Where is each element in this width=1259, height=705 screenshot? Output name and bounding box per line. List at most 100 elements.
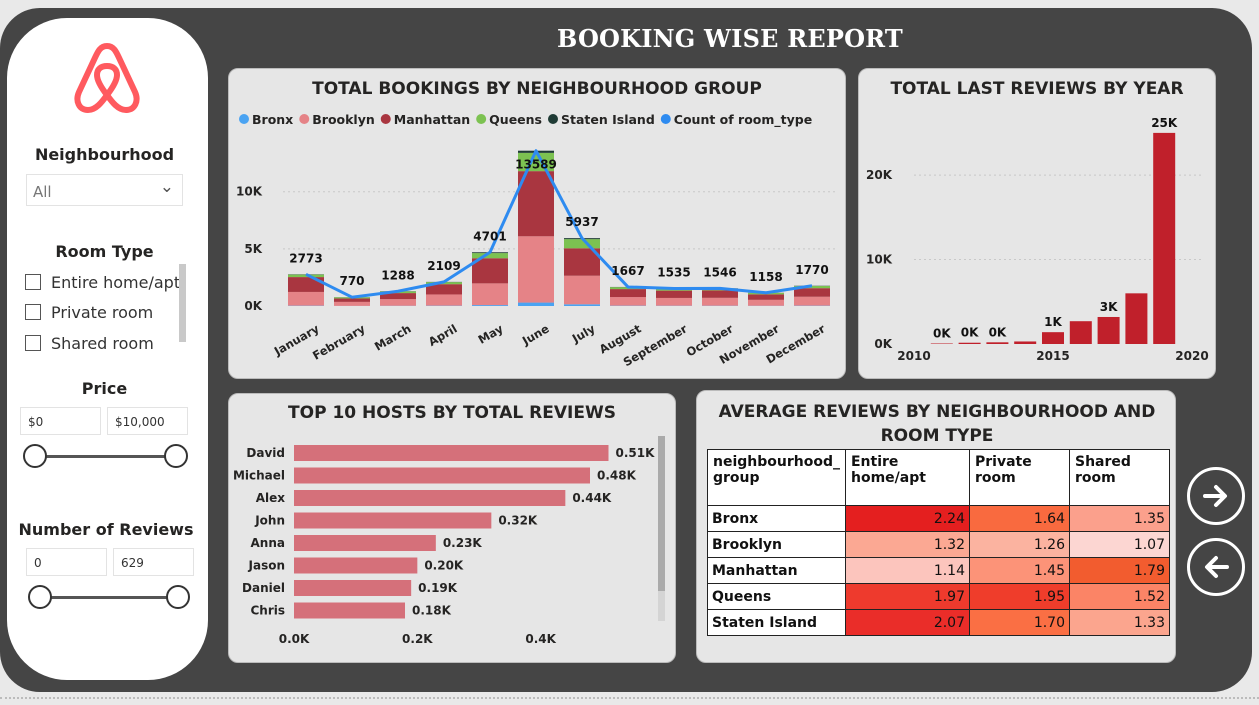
checkbox[interactable] xyxy=(25,274,41,290)
room-type-option-label: Private room xyxy=(51,302,154,322)
matrix-row: Brooklyn 1.32 1.26 1.07 xyxy=(707,531,1170,558)
bar-segment xyxy=(702,297,738,306)
legend-label: Queens xyxy=(489,112,542,127)
bar xyxy=(1069,321,1092,344)
avg-reviews-title: AVERAGE REVIEWS BY NEIGHBOURHOOD AND ROO… xyxy=(718,402,1156,446)
line-series xyxy=(305,149,813,299)
x-tick-label: 0.0K xyxy=(279,632,310,646)
next-page-button[interactable] xyxy=(1187,467,1245,525)
reviews-min-input[interactable]: 0 xyxy=(26,548,107,576)
x-tick-label: July xyxy=(569,321,598,346)
bar xyxy=(1042,332,1064,344)
bar-segment xyxy=(564,304,600,306)
checkbox[interactable] xyxy=(25,335,41,351)
reviews-slider-max-handle[interactable] xyxy=(166,585,190,609)
matrix-row: Staten Island 2.07 1.70 1.33 xyxy=(707,609,1170,636)
x-tick-label: 2010 xyxy=(897,349,930,363)
matrix-row-header: Bronx xyxy=(707,505,846,532)
matrix-cell: 1.70 xyxy=(968,609,1070,636)
legend-label: Count of room_type xyxy=(674,112,812,128)
matrix-column-header: Shared room xyxy=(1068,449,1170,506)
arrow-left-icon xyxy=(1205,556,1229,578)
bar-segment xyxy=(748,299,784,306)
bar xyxy=(294,535,436,551)
data-label: 1158 xyxy=(749,270,782,284)
reviews-slider-min-handle[interactable] xyxy=(28,585,52,609)
hosts-card: TOP 10 HOSTS BY TOTAL REVIEWS David 0.51K… xyxy=(228,393,676,663)
hosts-chart-scrollbar[interactable] xyxy=(658,436,665,591)
price-slider-min-handle[interactable] xyxy=(23,444,47,468)
bar xyxy=(294,467,590,484)
y-tick-label: 0K xyxy=(874,337,892,351)
price-slider-track[interactable] xyxy=(35,455,177,458)
avg-reviews-card: AVERAGE REVIEWS BY NEIGHBOURHOOD AND ROO… xyxy=(696,390,1176,663)
room-type-option-entire[interactable]: Entire home/apt xyxy=(25,271,180,293)
data-label: 0K xyxy=(989,325,1007,339)
bar-segment xyxy=(564,275,600,305)
data-label: 0.19K xyxy=(418,581,458,595)
data-label: 0K xyxy=(961,326,979,340)
y-tick-label: 20K xyxy=(866,168,893,182)
legend-marker xyxy=(476,114,487,124)
room-type-option-private[interactable]: Private room xyxy=(25,301,153,323)
bar-segment xyxy=(472,258,508,284)
legend-marker xyxy=(239,114,249,124)
bar-segment xyxy=(748,294,784,300)
bar-segment xyxy=(656,290,692,298)
bar-segment xyxy=(472,253,508,259)
reviews-slider-track[interactable] xyxy=(40,596,180,599)
matrix-row: Bronx 2.24 1.64 1.35 xyxy=(707,505,1170,532)
matrix-column-header: Entire home/apt xyxy=(844,449,970,506)
data-label: 1770 xyxy=(795,263,828,277)
checkbox[interactable] xyxy=(25,304,41,320)
matrix-row: Manhattan 1.14 1.45 1.79 xyxy=(707,557,1170,584)
matrix-cell: 1.07 xyxy=(1068,531,1170,558)
x-tick-label: 0.2K xyxy=(402,632,433,646)
bookings-card: TOTAL BOOKINGS BY NEIGHBOURHOOD GROUP Br… xyxy=(228,68,846,379)
room-type-scrollbar[interactable] xyxy=(179,264,186,342)
reviews-year-chart: 0K 10K 20K 0K 0K 0K 1K 3K 25K 2010 2015 2020 xyxy=(866,116,1209,363)
legend-label: Staten Island xyxy=(561,112,655,127)
bar-segment xyxy=(702,290,738,298)
data-label: 2773 xyxy=(289,251,322,265)
bar-segment xyxy=(426,284,462,295)
y-tick-label: 0K xyxy=(244,299,262,313)
data-label: 2109 xyxy=(427,259,460,273)
data-label: 0.23K xyxy=(443,536,483,550)
bar-segment xyxy=(518,302,554,306)
x-tick-label: 0.4K xyxy=(525,632,556,646)
reviews-year-card: TOTAL LAST REVIEWS BY YEAR 0K 10K 20K 0K 0K 0… xyxy=(858,68,1216,379)
reviews-max-input[interactable]: 629 xyxy=(113,548,194,576)
x-tick-label: March xyxy=(372,321,414,353)
matrix-cell: 1.14 xyxy=(844,557,970,584)
bar-segment xyxy=(518,236,554,303)
bar-segment xyxy=(794,288,830,297)
price-min-input[interactable]: $0 xyxy=(20,407,101,435)
data-label: 0.51K xyxy=(616,446,656,460)
host-label: Daniel xyxy=(242,581,285,595)
room-type-option-shared[interactable]: Shared room xyxy=(25,332,154,354)
legend-marker xyxy=(380,114,391,124)
bar xyxy=(930,343,953,344)
bar-segment xyxy=(334,301,370,306)
bar xyxy=(294,602,405,619)
data-label: 0.18K xyxy=(412,604,452,618)
x-tick-label: 2015 xyxy=(1036,349,1069,363)
room-type-option-label: Entire home/apt xyxy=(51,272,181,292)
matrix-cell: 1.64 xyxy=(968,505,1070,532)
neighbourhood-dropdown[interactable]: All ⌄ xyxy=(26,174,183,206)
bar xyxy=(294,557,418,574)
bar-segment xyxy=(472,283,508,306)
matrix-column-header: neighbourhood_ group xyxy=(707,449,846,506)
bar-segment xyxy=(288,291,324,306)
bar xyxy=(958,342,981,344)
matrix-cell: 1.26 xyxy=(968,531,1070,558)
data-label: 4701 xyxy=(473,229,506,243)
x-tick-label: February xyxy=(310,321,368,362)
matrix-row: Queens 1.97 1.95 1.52 xyxy=(707,583,1170,610)
back-page-button[interactable] xyxy=(1187,538,1245,596)
bar-segment xyxy=(610,297,646,306)
price-slider-max-handle[interactable] xyxy=(164,444,188,468)
price-max-input[interactable]: $10,000 xyxy=(107,407,188,435)
